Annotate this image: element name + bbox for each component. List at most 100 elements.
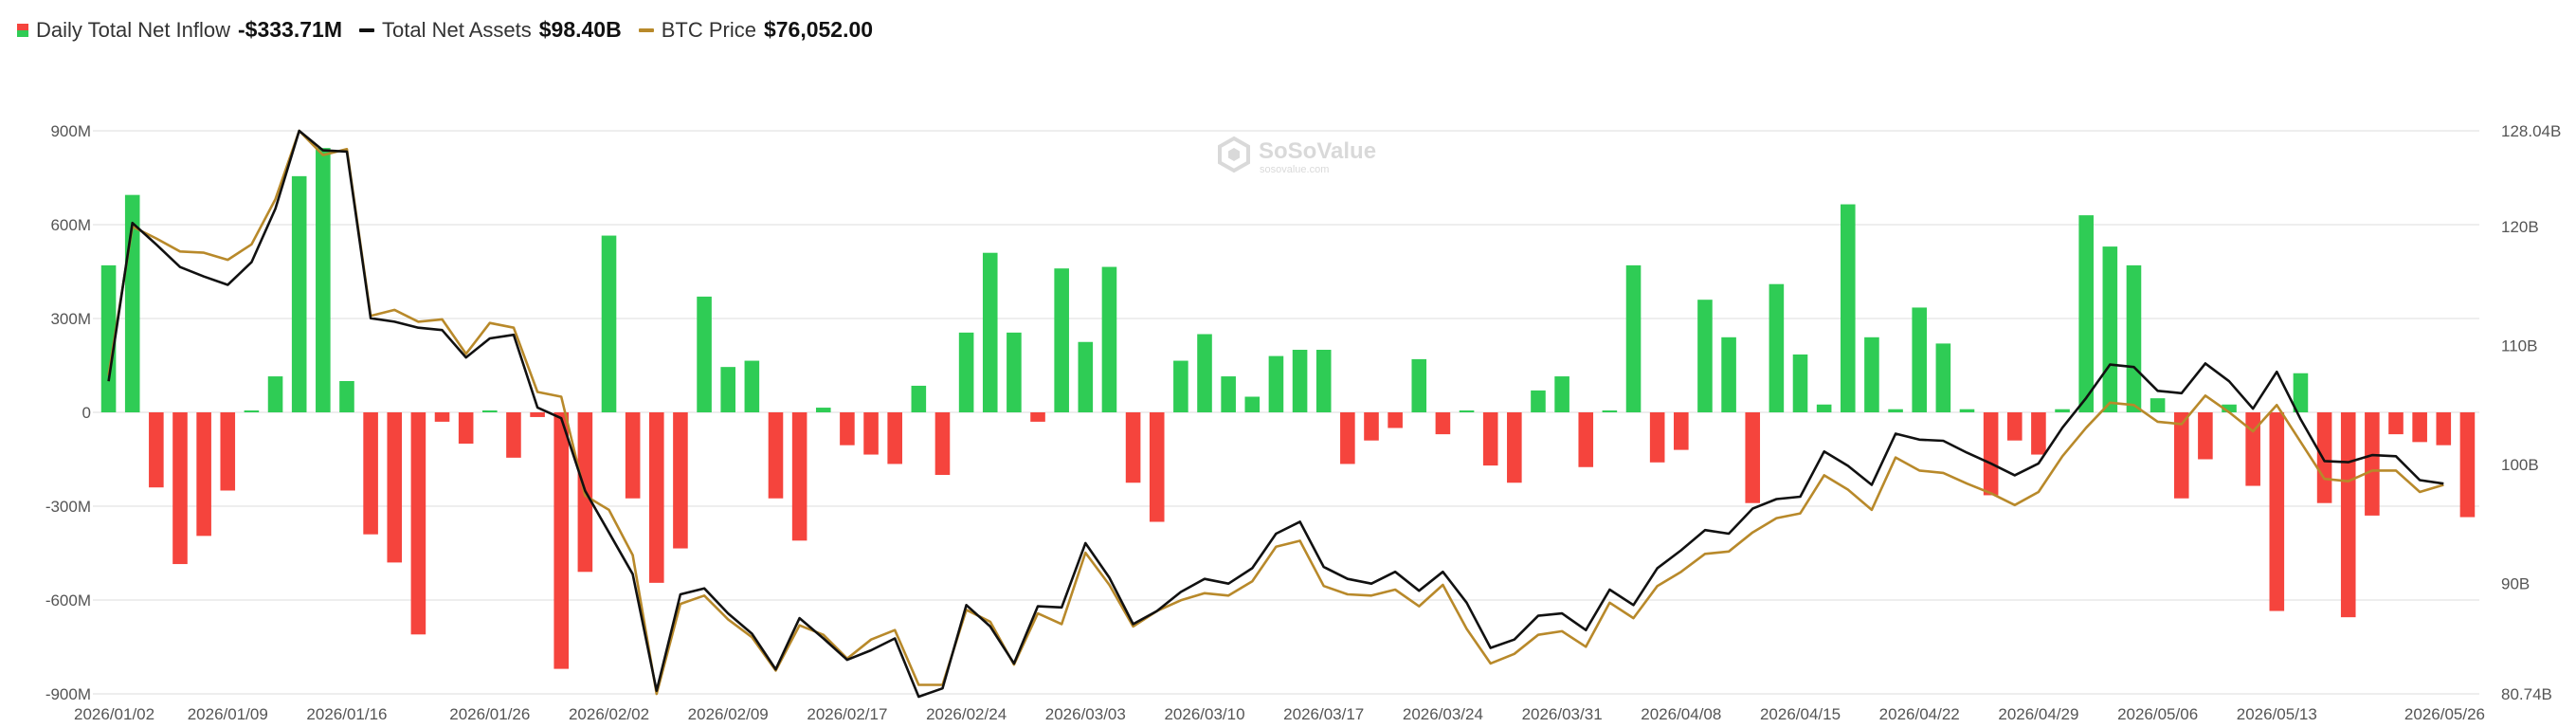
inflow-bar[interactable] — [2459, 412, 2476, 518]
inflow-bar[interactable] — [840, 412, 855, 446]
inflow-bar[interactable] — [291, 175, 307, 412]
inflow-bar[interactable] — [2269, 412, 2285, 611]
inflow-bar[interactable] — [720, 367, 736, 412]
inflow-bar[interactable] — [1030, 412, 1045, 422]
inflow-bar[interactable] — [2222, 404, 2237, 412]
inflow-bar[interactable] — [1697, 300, 1713, 412]
inflow-bar[interactable] — [553, 412, 570, 669]
inflow-bar[interactable] — [648, 412, 664, 583]
inflow-bar[interactable] — [1578, 412, 1594, 467]
inflow-bar[interactable] — [1745, 412, 1761, 503]
inflow-bar[interactable] — [363, 412, 378, 535]
inflow-bar[interactable] — [1221, 376, 1236, 412]
inflow-bar[interactable] — [267, 376, 283, 412]
inflow-bar[interactable] — [1315, 350, 1332, 412]
inflow-bar[interactable] — [1388, 412, 1403, 428]
inflow-bar[interactable] — [863, 412, 879, 455]
inflow-bar[interactable] — [1101, 266, 1117, 412]
inflow-bar[interactable] — [2388, 412, 2404, 435]
inflow-bar[interactable] — [958, 332, 974, 412]
inflow-bar[interactable] — [2031, 412, 2046, 455]
legend-item-inflow[interactable]: Daily Total Net Inflow -$333.71M — [17, 17, 342, 43]
inflow-bar[interactable] — [410, 412, 426, 635]
inflow-bar[interactable] — [815, 408, 831, 412]
inflow-bar[interactable] — [982, 252, 998, 412]
inflow-bar[interactable] — [1435, 412, 1451, 435]
inflow-bar[interactable] — [1554, 376, 1569, 412]
inflow-bar[interactable] — [2055, 409, 2070, 412]
inflow-bar[interactable] — [1959, 409, 1975, 412]
inflow-bar[interactable] — [1721, 337, 1736, 412]
inflow-bar[interactable] — [316, 148, 331, 412]
inflow-bar[interactable] — [1792, 354, 1808, 412]
inflow-bar[interactable] — [1149, 412, 1165, 522]
inflow-bar[interactable] — [1674, 412, 1689, 450]
inflow-bar[interactable] — [1125, 412, 1141, 483]
inflow-bar[interactable] — [625, 412, 641, 499]
inflow-bar[interactable] — [1007, 332, 1022, 412]
inflow-bar[interactable] — [387, 412, 403, 563]
inflow-bar[interactable] — [2198, 412, 2213, 460]
inflow-bar[interactable] — [1078, 341, 1094, 412]
inflow-bar[interactable] — [673, 412, 688, 549]
inflow-bar[interactable] — [244, 410, 260, 412]
inflow-bar[interactable] — [934, 412, 951, 475]
inflow-bar[interactable] — [458, 412, 474, 444]
inflow-bar[interactable] — [1482, 412, 1498, 466]
inflow-bar[interactable] — [1411, 358, 1427, 412]
inflow-bar[interactable] — [1364, 412, 1379, 441]
inflow-bar[interactable] — [887, 412, 902, 464]
inflow-bar[interactable] — [2102, 246, 2118, 412]
btc-price-line[interactable] — [107, 129, 2444, 696]
inflow-bar[interactable] — [2126, 264, 2142, 412]
inflow-bar[interactable] — [697, 296, 712, 412]
inflow-bar[interactable] — [1197, 334, 1212, 413]
inflow-bar[interactable] — [1268, 355, 1284, 412]
inflow-bar[interactable] — [339, 381, 354, 412]
inflow-bar[interactable] — [1531, 390, 1546, 412]
inflow-bar[interactable] — [2173, 412, 2189, 499]
inflow-bar[interactable] — [1625, 264, 1642, 412]
inflow-bar[interactable] — [1173, 360, 1188, 412]
inflow-bar[interactable] — [2436, 412, 2452, 446]
inflow-bar[interactable] — [196, 412, 211, 537]
inflow-bar[interactable] — [2365, 412, 2380, 516]
inflow-bar[interactable] — [791, 412, 807, 541]
inflow-bar[interactable] — [1244, 396, 1261, 413]
inflow-bar[interactable] — [911, 385, 927, 412]
inflow-bar[interactable] — [1054, 268, 1069, 412]
inflow-bar[interactable] — [768, 412, 784, 499]
inflow-bar[interactable] — [149, 412, 164, 488]
inflow-bar[interactable] — [1983, 412, 1999, 496]
inflow-bar[interactable] — [1864, 337, 1879, 412]
inflow-bar[interactable] — [2316, 412, 2332, 503]
inflow-bar[interactable] — [220, 412, 236, 491]
inflow-bar[interactable] — [506, 412, 521, 458]
inflow-bar[interactable] — [1816, 404, 1832, 412]
inflow-bar[interactable] — [1888, 409, 1903, 412]
inflow-bar[interactable] — [100, 264, 117, 412]
inflow-bar[interactable] — [2293, 373, 2309, 412]
inflow-bar[interactable] — [2245, 412, 2260, 486]
inflow-bar[interactable] — [2412, 412, 2427, 443]
inflow-bar[interactable] — [1459, 410, 1475, 412]
inflow-bar[interactable] — [1292, 350, 1308, 412]
inflow-bar[interactable] — [1912, 307, 1928, 412]
inflow-bar[interactable] — [1340, 412, 1355, 464]
inflow-bar[interactable] — [482, 410, 498, 412]
legend-item-assets[interactable]: Total Net Assets $98.40B — [358, 17, 622, 43]
inflow-bar[interactable] — [1840, 204, 1856, 412]
inflow-bar[interactable] — [2340, 412, 2356, 618]
inflow-bar[interactable] — [434, 412, 450, 422]
inflow-bar[interactable] — [601, 235, 617, 412]
inflow-bar[interactable] — [1649, 412, 1665, 463]
inflow-bar[interactable] — [1602, 410, 1618, 412]
inflow-bar[interactable] — [744, 360, 760, 412]
inflow-bar[interactable] — [1935, 343, 1951, 412]
inflow-bar[interactable] — [2006, 412, 2023, 441]
inflow-bar[interactable] — [2078, 215, 2094, 412]
total-net-assets-line[interactable] — [107, 129, 2444, 699]
inflow-bar[interactable] — [1507, 412, 1522, 483]
inflow-bar[interactable] — [2150, 398, 2166, 412]
legend-item-btc[interactable]: BTC Price $76,052.00 — [638, 17, 873, 43]
